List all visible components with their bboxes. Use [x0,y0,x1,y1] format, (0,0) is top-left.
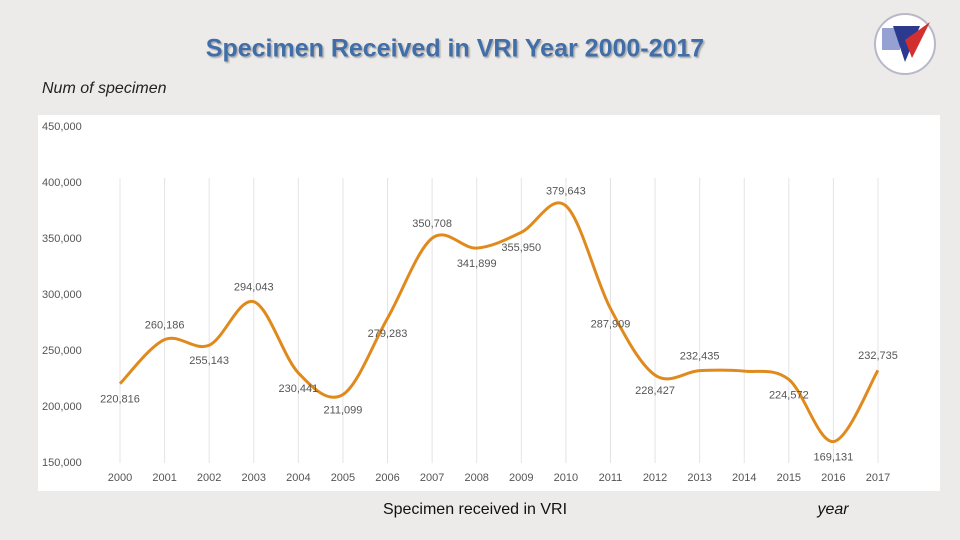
chart-title: Specimen Received in VRI Year 2000-2017 [206,35,704,63]
y-tick-label: 350,000 [42,233,82,245]
data-label: 341,899 [457,258,497,270]
x-tick-label: 2016 [821,472,845,484]
x-axis-label: year [816,501,849,518]
y-tick-label: 200,000 [42,401,82,413]
data-label: 255,143 [189,355,229,367]
y-tick-label: 450,000 [42,121,82,133]
x-tick-label: 2015 [777,472,801,484]
line [118,201,880,444]
legend-entry: Specimen received in VRI [383,501,567,518]
logo [874,13,936,75]
x-tick-label: 2007 [420,472,444,484]
data-label: 260,186 [145,319,185,331]
x-tick-label: 2017 [866,472,890,484]
data-label: 350,708 [412,218,452,230]
y-tick-label: 150,000 [42,457,82,469]
data-label: 379,643 [546,186,586,198]
y-tick-label: 250,000 [42,345,82,357]
x-tick-label: 2001 [152,472,176,484]
x-tick-label: 2011 [599,472,623,484]
data-label: 355,950 [501,242,541,254]
x-tick-label: 2008 [464,472,488,484]
data-label: 279,283 [368,328,408,340]
data-label: 294,043 [234,282,274,294]
x-tick-label: 2000 [108,472,132,484]
x-tick-label: 2013 [687,472,711,484]
x-tick-label: 2009 [509,472,533,484]
data-label: 232,735 [858,350,898,362]
y-tick-label: 300,000 [42,289,82,301]
data-label: 228,427 [635,385,675,397]
data-label: 230,441 [278,383,318,395]
y-axis-label: Num of specimen [42,80,167,97]
x-tick-label: 2005 [331,472,355,484]
data-label: 287,909 [591,318,631,330]
data-label: 220,816 [100,394,140,406]
x-tick-label: 2002 [197,472,221,484]
data-label: 169,131 [814,451,854,463]
x-tick-label: 2012 [643,472,667,484]
x-tick-label: 2006 [375,472,399,484]
data-label: 224,572 [769,389,809,401]
x-tick-label: 2003 [242,472,266,484]
plot-area [38,115,940,491]
x-tick-label: 2014 [732,472,756,484]
x-tick-label: 2010 [554,472,578,484]
x-tick-label: 2004 [286,472,310,484]
y-tick-label: 400,000 [42,177,82,189]
data-label: 211,099 [323,404,362,416]
data-label: 232,435 [680,351,720,363]
